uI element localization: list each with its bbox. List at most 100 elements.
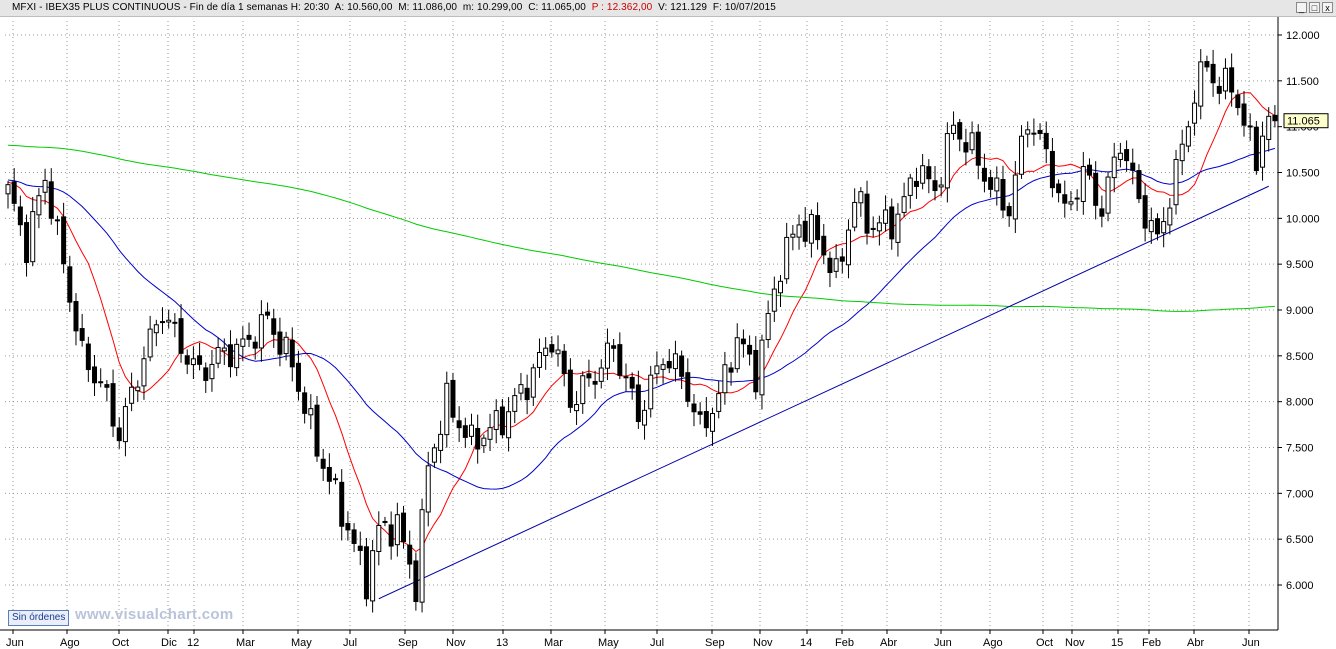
candle-body: [1012, 174, 1018, 220]
candle-body: [889, 206, 895, 240]
candle-body: [24, 222, 30, 263]
orders-status-button[interactable]: Sin órdenes: [8, 610, 70, 626]
candle-body: [648, 374, 654, 410]
candle-body: [1173, 158, 1179, 206]
candle-body: [246, 334, 252, 340]
candle-body: [302, 392, 308, 414]
candle-body: [197, 355, 203, 365]
x-tick-label: May: [291, 637, 312, 649]
candle-body: [963, 142, 969, 153]
candle-body: [1185, 126, 1191, 147]
candle-body: [203, 367, 209, 381]
candle-body: [209, 363, 215, 380]
candle-body: [469, 424, 474, 437]
candle-body: [1056, 183, 1062, 194]
candle-body: [592, 380, 598, 385]
candle-body: [1204, 61, 1210, 68]
candle-body: [561, 350, 567, 375]
candle-body: [765, 313, 771, 341]
candle-body: [839, 256, 845, 262]
candle-body: [864, 193, 870, 234]
x-tick-label: Nov: [753, 637, 773, 649]
candle-body: [178, 318, 184, 354]
candle-body: [530, 367, 536, 398]
candle-body: [98, 381, 104, 384]
x-tick-label: Mar: [544, 637, 563, 649]
candle-body: [969, 132, 975, 151]
candle-body: [1111, 156, 1117, 179]
y-tick-label: 7.500: [1286, 443, 1314, 455]
candle-body: [370, 550, 376, 602]
candle-body: [988, 177, 994, 190]
candle-body: [821, 235, 827, 256]
candle-body: [1105, 176, 1111, 214]
candle-body: [512, 395, 518, 412]
candle-body: [876, 222, 882, 232]
prev-value: P : 12.362,00: [591, 2, 653, 13]
candle-body: [580, 375, 586, 405]
candle-body: [913, 180, 919, 187]
low-value: m: 10.299,00: [462, 2, 523, 13]
candle-body: [326, 467, 332, 482]
maximize-button[interactable]: □: [1309, 2, 1320, 13]
minimize-button[interactable]: _: [1296, 2, 1307, 13]
candle-body: [1154, 218, 1160, 235]
candle-body: [833, 258, 839, 272]
candle-body: [870, 227, 876, 230]
candle-body: [382, 520, 388, 523]
candle-body: [1179, 143, 1185, 162]
candle-body: [1222, 67, 1228, 92]
candle-body: [462, 425, 468, 438]
candle-body: [444, 382, 450, 436]
candle-body: [598, 367, 604, 382]
candle-body: [129, 386, 135, 404]
candle-body: [147, 328, 153, 358]
candle-body: [265, 311, 271, 316]
candle-body: [425, 465, 431, 513]
candle-body: [1241, 103, 1247, 126]
candle-body: [499, 406, 505, 436]
watermark-text: www.visualchart.com: [75, 606, 234, 623]
candle-body: [710, 413, 716, 432]
symbol-label: MFXI - IBEX35 PLUS CONTINUOUS - Fin de d…: [12, 2, 288, 13]
candle-body: [1031, 132, 1037, 135]
candle-body: [666, 360, 672, 369]
candle-body: [691, 403, 697, 413]
candle-body: [339, 481, 345, 527]
candle-body: [215, 346, 221, 364]
candle-body: [190, 358, 196, 366]
candle-body: [141, 358, 147, 387]
candle-body: [543, 347, 549, 357]
candle-body: [611, 345, 617, 349]
candle-body: [623, 376, 629, 379]
candle-body: [401, 512, 407, 543]
candle-body: [258, 314, 264, 349]
candle-body: [394, 514, 400, 546]
candle-body: [740, 338, 746, 345]
candle-body: [234, 343, 240, 369]
candle-body: [938, 184, 944, 188]
candle-body: [135, 386, 141, 392]
close-button[interactable]: x: [1322, 2, 1333, 13]
candle-body: [1272, 114, 1278, 122]
x-tick-label: Oct: [1036, 637, 1053, 649]
high-value: M: 11.086,00: [398, 2, 458, 13]
candle-body: [790, 233, 796, 238]
candle-body: [450, 379, 456, 418]
candle-body: [1136, 170, 1142, 200]
candle-body: [549, 344, 555, 353]
title-bar: MFXI - IBEX35 PLUS CONTINUOUS - Fin de d…: [0, 0, 1336, 17]
candle-body: [1210, 63, 1216, 84]
candle-body: [1093, 172, 1099, 206]
candle-body: [1000, 178, 1006, 211]
candle-body: [345, 523, 351, 531]
price-chart[interactable]: 6.000 6.500 7.000 7.500 8.000 8.500 9.000 9.500…: [0, 17, 1336, 649]
candle-body: [172, 321, 178, 324]
y-tick-label: 9.500: [1286, 259, 1314, 271]
candle-body: [1192, 102, 1198, 124]
candle-body: [642, 409, 648, 426]
candle-body: [419, 509, 425, 603]
candle-body: [61, 216, 67, 265]
candle-body: [685, 372, 691, 402]
y-tick-label: 6.000: [1286, 580, 1314, 592]
